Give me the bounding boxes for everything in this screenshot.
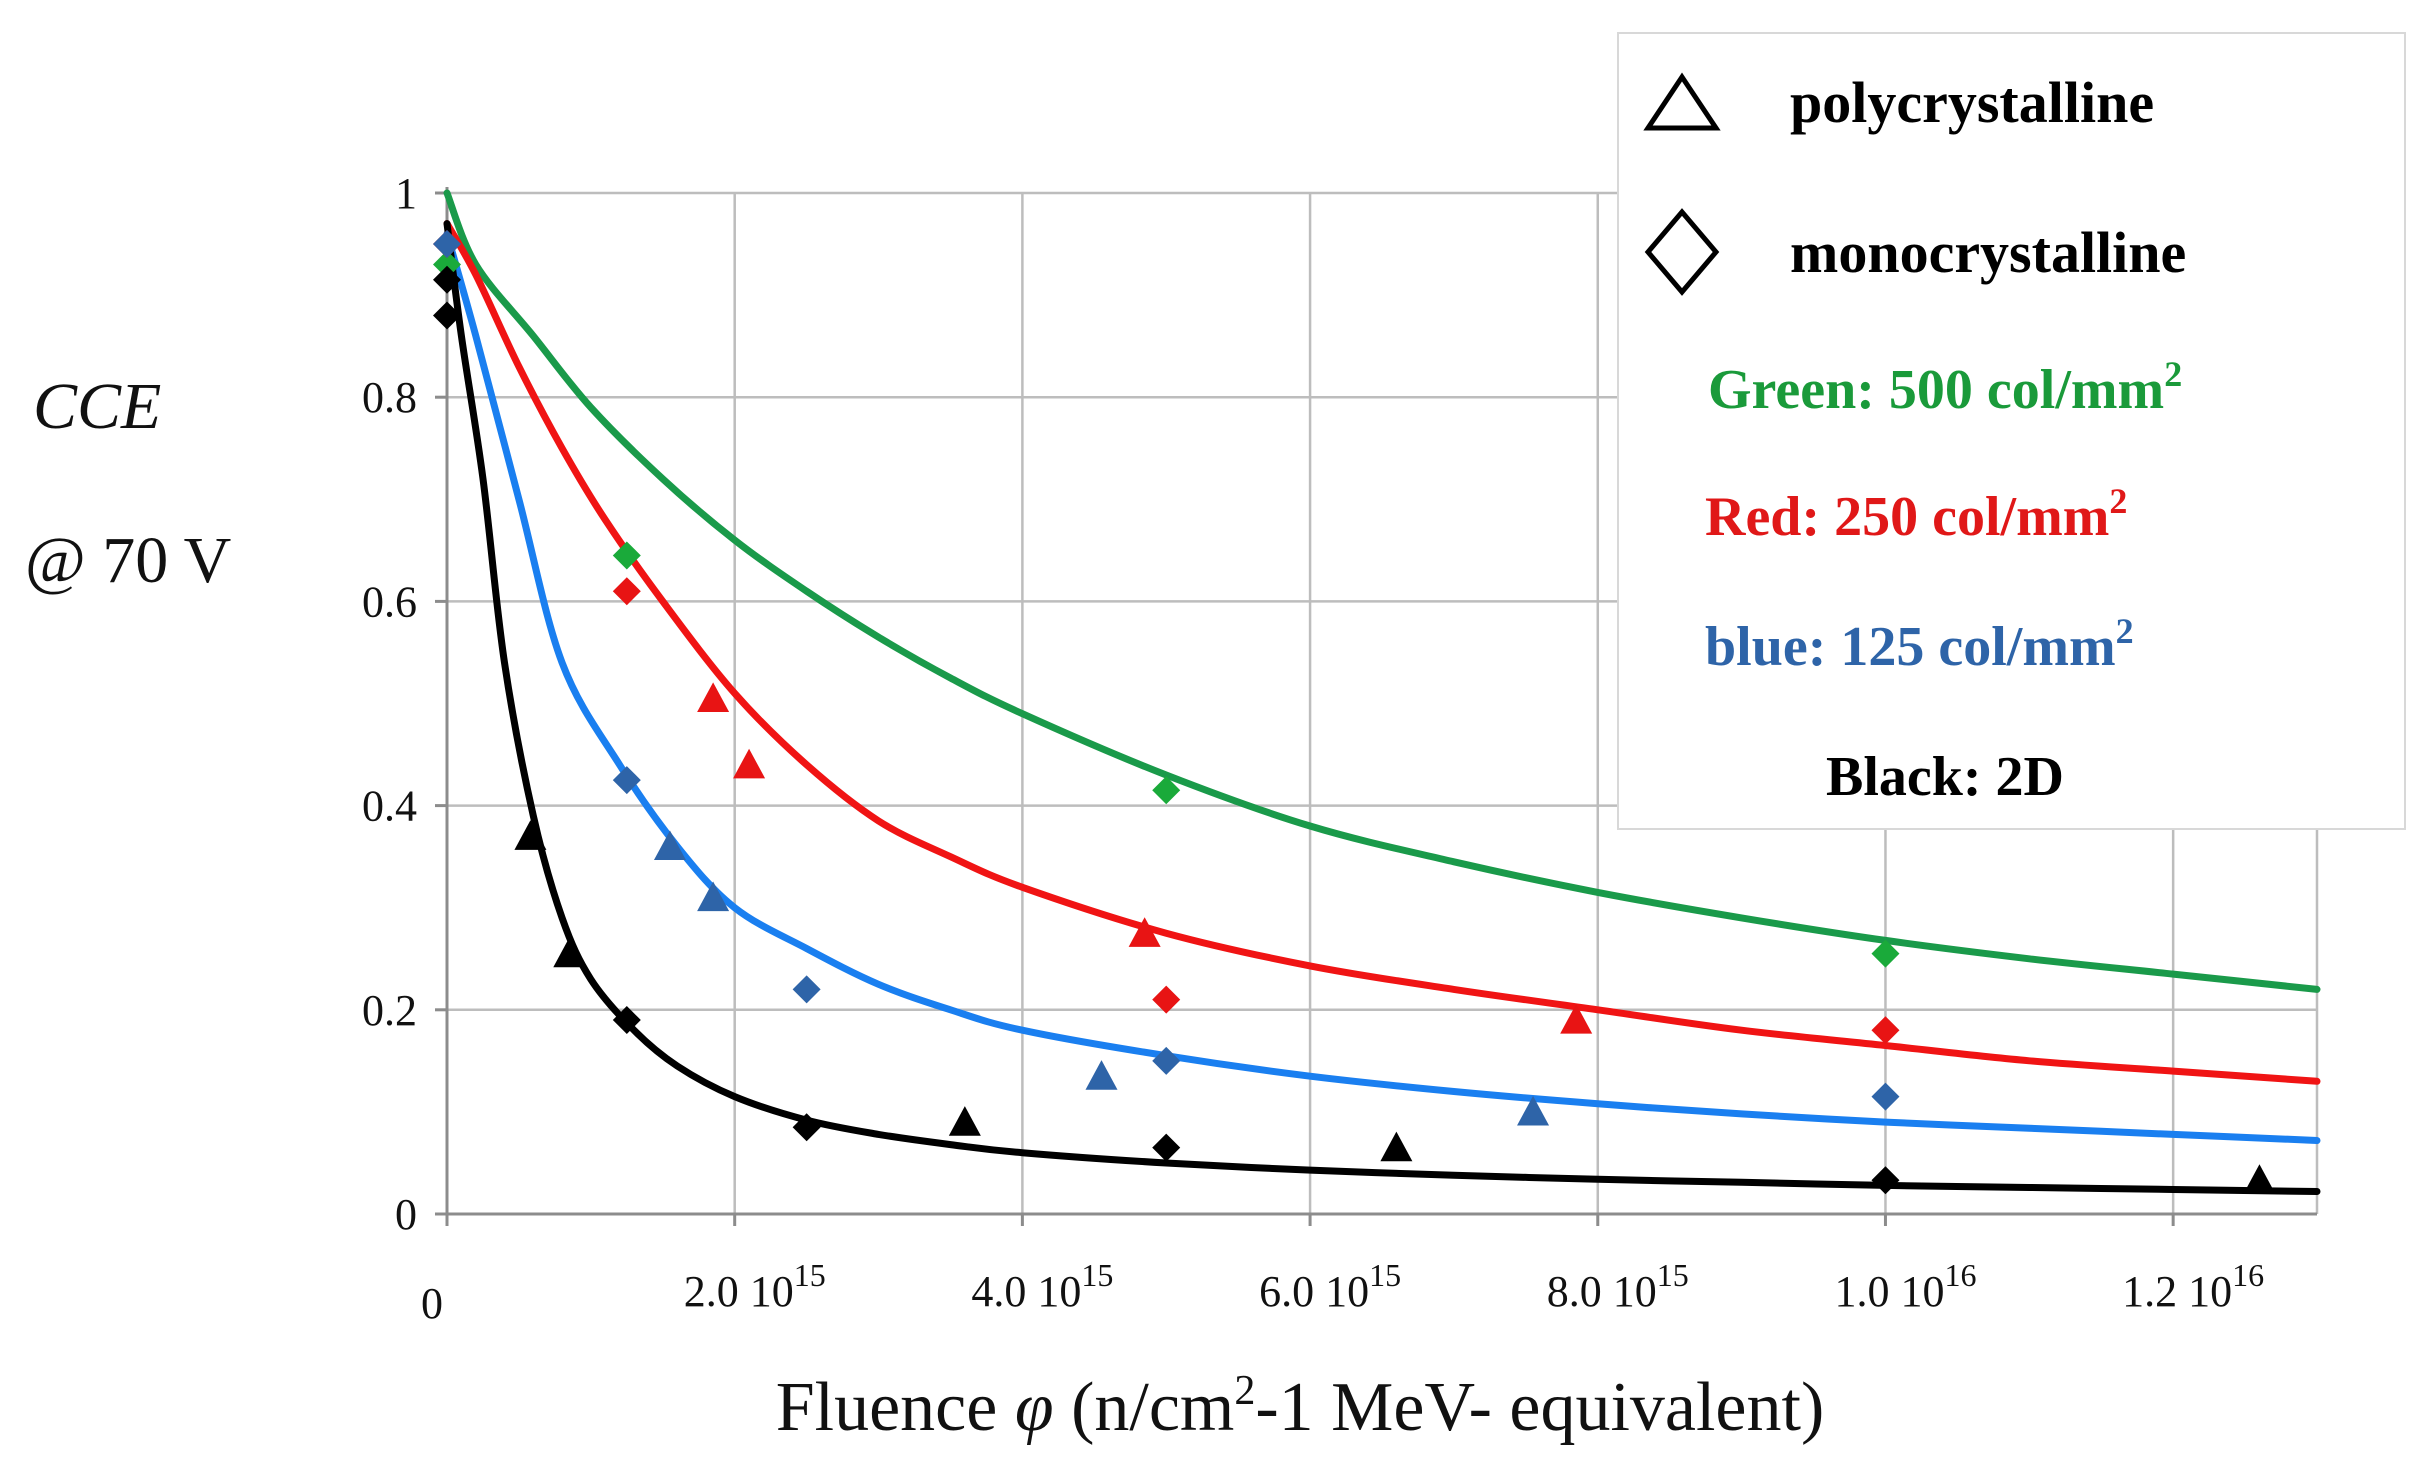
- y-tick-label-2: 0.4: [362, 782, 417, 831]
- black-fit-curve: [443, 220, 2321, 1195]
- blue-monocrystalline-point-4: [1871, 1082, 1900, 1111]
- x-tick-label-6: 1.2 1016: [2122, 1257, 2264, 1316]
- diamond-icon: [1644, 208, 1720, 296]
- blue-monocrystalline-point-1: [612, 766, 641, 795]
- legend-black-note: Black: 2D: [1826, 746, 2064, 808]
- legend-blue-note: blue: 125 col/mm2: [1705, 611, 2134, 678]
- green-monocrystalline-point-3: [1871, 939, 1900, 968]
- legend-polycrystalline-label: polycrystalline: [1790, 70, 2154, 135]
- blue-fit-curve: [443, 230, 2321, 1144]
- red-polycrystalline-point-0: [697, 682, 730, 712]
- red-monocrystalline-point-1: [612, 577, 641, 606]
- legend: polycrystalline monocrystalline Green: 5…: [1617, 32, 2406, 830]
- legend-green-note: Green: 500 col/mm2: [1708, 354, 2182, 421]
- x-tick-label-0: 0: [421, 1279, 443, 1328]
- green-monocrystalline-point-0: [433, 250, 461, 279]
- y-tick-label-4: 0.8: [362, 373, 417, 422]
- tick-labels: 0 0.2 0.4 0.6 0.8 1 0 2.0 1015 4.0 1015 6.0 1015 8…: [362, 169, 2264, 1328]
- black-polycrystalline-point-2: [948, 1106, 981, 1136]
- red-polycrystalline-point-1: [733, 748, 766, 779]
- y-tick-label-5: 1: [395, 169, 417, 218]
- black-monocrystalline-point-0: [433, 265, 461, 294]
- blue-polycrystalline-point-0: [653, 830, 686, 861]
- green-fit-curve: [443, 189, 2321, 993]
- red-monocrystalline-point-2: [1152, 985, 1181, 1014]
- black-monocrystalline-point-5: [1871, 1166, 1900, 1195]
- blue-monocrystalline-point-2: [792, 975, 821, 1004]
- green-monocrystalline-point-2: [1152, 776, 1181, 805]
- green-monocrystalline-point-1: [612, 541, 641, 570]
- x-tick-label-3: 6.0 1015: [1259, 1257, 1401, 1316]
- black-polycrystalline-point-4: [2243, 1164, 2276, 1194]
- y-axis-label-sub: @ 70 V: [25, 524, 231, 597]
- black-polycrystalline-point-1: [553, 937, 586, 968]
- y-tick-label-1: 0.2: [362, 986, 417, 1035]
- black-monocrystalline-point-3: [792, 1113, 821, 1142]
- red-monocrystalline-point-3: [1871, 1016, 1900, 1045]
- red-fit-curve: [443, 220, 2321, 1085]
- red-polycrystalline-point-2: [1128, 917, 1161, 947]
- x-tick-label-2: 4.0 1015: [971, 1257, 1113, 1316]
- blue-polycrystalline-point-2: [1085, 1060, 1118, 1090]
- legend-monocrystalline-label: monocrystalline: [1790, 220, 2186, 285]
- y-axis-label-main: CCE: [33, 370, 161, 443]
- legend-box: [1617, 32, 2406, 830]
- x-tick-label-1: 2.0 1015: [684, 1257, 826, 1316]
- y-tick-label-3: 0.6: [362, 577, 417, 626]
- triangle-icon: [1643, 72, 1721, 131]
- black-polycrystalline-point-0: [514, 820, 547, 850]
- blue-monocrystalline-point-3: [1152, 1046, 1181, 1075]
- y-tick-label-0: 0: [395, 1190, 417, 1239]
- red-polycrystalline-point-3: [1560, 1004, 1593, 1034]
- black-monocrystalline-point-4: [1152, 1133, 1181, 1162]
- black-monocrystalline-point-1: [433, 301, 461, 330]
- black-polycrystalline-point-3: [1380, 1131, 1413, 1162]
- data-markers: [433, 230, 2276, 1195]
- legend-red-note: Red: 250 col/mm2: [1705, 481, 2127, 548]
- fit-curves: [443, 189, 2321, 1195]
- x-tick-label-4: 8.0 1015: [1547, 1257, 1689, 1316]
- blue-polycrystalline-point-3: [1517, 1095, 1550, 1126]
- blue-monocrystalline-point-0: [433, 230, 461, 259]
- x-axis-title: Fluence φ (n/cm2-1 MeV- equivalent): [776, 1368, 1825, 1446]
- x-tick-label-5: 1.0 1016: [1834, 1257, 1976, 1316]
- black-monocrystalline-point-2: [612, 1006, 641, 1035]
- blue-polycrystalline-point-1: [697, 881, 730, 912]
